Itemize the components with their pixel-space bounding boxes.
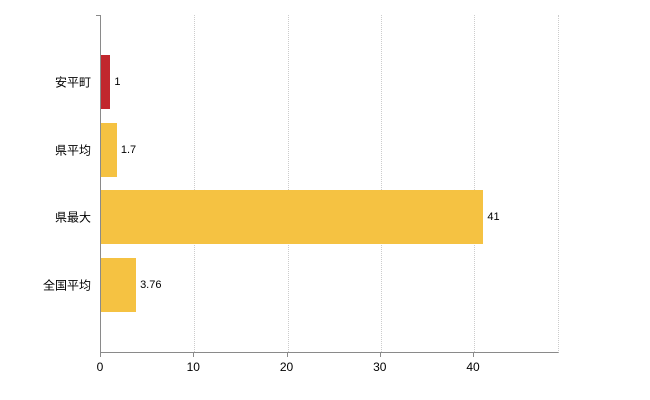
x-tick-label: 0 — [96, 360, 104, 374]
y-axis-top-tick — [96, 15, 100, 16]
x-tick-mark — [100, 353, 101, 357]
gridline — [474, 15, 476, 352]
gridline — [380, 15, 382, 352]
category-axis: 安平町県平均県最大全国平均 — [0, 15, 95, 352]
bar — [101, 190, 484, 245]
category-label: 安平町 — [54, 75, 91, 90]
bar-value-label: 41 — [487, 211, 500, 224]
plot-area: 1 1.7 41 3.76 — [100, 15, 559, 353]
x-tick-label: 10 — [186, 360, 200, 374]
bar — [101, 122, 117, 177]
category-label: 県平均 — [54, 143, 91, 158]
bar — [101, 55, 111, 110]
x-tick-label: 30 — [373, 360, 387, 374]
x-tick-label: 20 — [279, 360, 294, 374]
gridline — [194, 15, 196, 352]
x-tick-mark — [286, 353, 288, 357]
category-label: 全国平均 — [42, 278, 91, 293]
x-tick-mark — [379, 353, 381, 357]
x-tick-mark — [473, 353, 475, 357]
bar — [101, 257, 137, 312]
x-tick-label: 40 — [466, 360, 480, 374]
bar-value-label: 1 — [114, 76, 121, 89]
gridline — [287, 15, 289, 352]
x-axis: 0 10 20 30 40 — [96, 352, 557, 382]
bar-value-label: 1.7 — [120, 143, 137, 156]
x-tick-mark — [193, 353, 195, 357]
bar-value-label: 3.76 — [140, 278, 162, 291]
category-label: 県最大 — [54, 210, 91, 225]
